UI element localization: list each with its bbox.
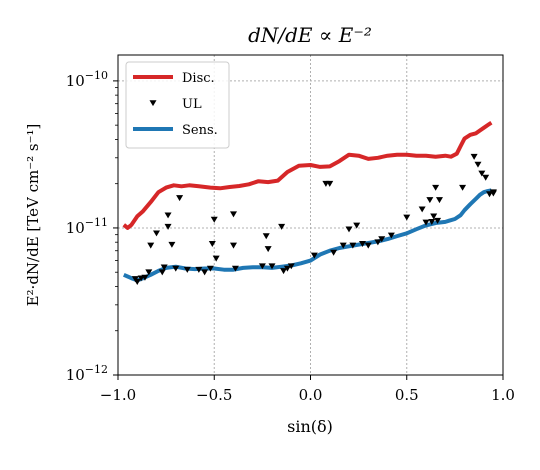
- ul-marker: [459, 184, 467, 191]
- ul-marker: [345, 226, 353, 233]
- ul-marker: [430, 213, 438, 220]
- y-tick-label: 10−11: [66, 216, 108, 237]
- ul-marker: [231, 265, 239, 272]
- y-tick-label: 10−12: [66, 363, 108, 384]
- ul-marker: [339, 242, 347, 249]
- ul-marker: [474, 161, 482, 168]
- ul-marker: [435, 197, 443, 204]
- ul-marker: [206, 265, 214, 272]
- chart-title: dN/dE ∝ E⁻²: [248, 23, 372, 47]
- ul-marker: [133, 279, 141, 285]
- ul-marker: [283, 265, 291, 272]
- legend-label-disc: Disc.: [182, 71, 215, 86]
- ul-marker: [145, 269, 153, 276]
- legend-swatch-ul: [149, 100, 157, 107]
- ul-marker: [141, 274, 149, 281]
- ul-marker: [364, 242, 372, 249]
- ul-marker: [287, 263, 295, 270]
- y-axis-ticks: 10−12 10−11 10−10: [66, 69, 118, 384]
- series-layer: [122, 121, 497, 285]
- ul-marker: [330, 249, 338, 256]
- ul-marker: [349, 242, 357, 249]
- legend-label-sens: Sens.: [182, 123, 218, 138]
- legend: Disc. UL Sens.: [125, 61, 230, 149]
- ul-marker: [418, 206, 426, 213]
- ul-marker: [201, 269, 209, 276]
- x-axis-label: sin(δ): [287, 417, 333, 436]
- ul-marker: [403, 214, 411, 221]
- ul-marker: [470, 153, 478, 160]
- ul-marker: [268, 263, 276, 270]
- ul-marker: [164, 223, 172, 230]
- ul-marker: [326, 180, 334, 187]
- ul-marker: [280, 268, 288, 275]
- ul-marker: [230, 242, 237, 249]
- legend-box: [125, 61, 230, 149]
- x-tick-label: −1.0: [100, 386, 136, 404]
- ul-marker: [378, 236, 386, 243]
- ul-marker: [434, 217, 442, 224]
- ul-marker: [426, 197, 434, 204]
- ul-marker: [432, 184, 440, 191]
- ul-marker: [183, 266, 191, 273]
- ul-marker: [374, 239, 382, 246]
- y-axis-label: E²·dN/dE [TeV cm⁻² s⁻¹]: [24, 124, 42, 307]
- series-line-sens: [122, 188, 492, 283]
- ul-marker: [262, 233, 270, 240]
- ul-marker: [158, 269, 166, 276]
- ul-marker: [164, 212, 172, 219]
- ul-marker: [208, 241, 216, 247]
- ul-marker: [147, 242, 155, 249]
- ul-marker: [168, 241, 176, 248]
- x-axis-ticks: −1.0 −0.5 0.0 0.5 1.0: [100, 375, 515, 404]
- ul-marker: [387, 232, 395, 239]
- ul-marker: [489, 190, 497, 197]
- series-line-disc: [122, 121, 493, 230]
- x-tick-label: 0.5: [395, 386, 419, 404]
- ul-marker: [278, 223, 286, 230]
- ul-marker: [310, 252, 318, 259]
- ul-marker: [153, 230, 160, 237]
- ul-marker: [176, 195, 184, 202]
- ul-marker: [172, 265, 180, 272]
- y-tick-label: 10−10: [66, 69, 108, 90]
- ul-marker: [230, 211, 237, 218]
- ul-marker: [422, 219, 430, 226]
- ul-marker: [210, 216, 218, 223]
- ul-marker: [358, 241, 366, 247]
- x-tick-label: 1.0: [491, 386, 515, 404]
- ul-marker: [258, 263, 266, 270]
- ul-marker: [160, 264, 168, 271]
- ul-marker: [478, 170, 486, 177]
- ul-marker: [428, 219, 436, 226]
- ul-marker: [482, 174, 490, 181]
- legend-label-ul: UL: [182, 97, 202, 112]
- x-tick-label: −0.5: [196, 386, 232, 404]
- ul-marker: [353, 222, 361, 229]
- ul-marker: [264, 246, 272, 253]
- x-tick-label: 0.0: [299, 386, 323, 404]
- ul-marker: [195, 266, 203, 273]
- ul-marker: [212, 255, 220, 262]
